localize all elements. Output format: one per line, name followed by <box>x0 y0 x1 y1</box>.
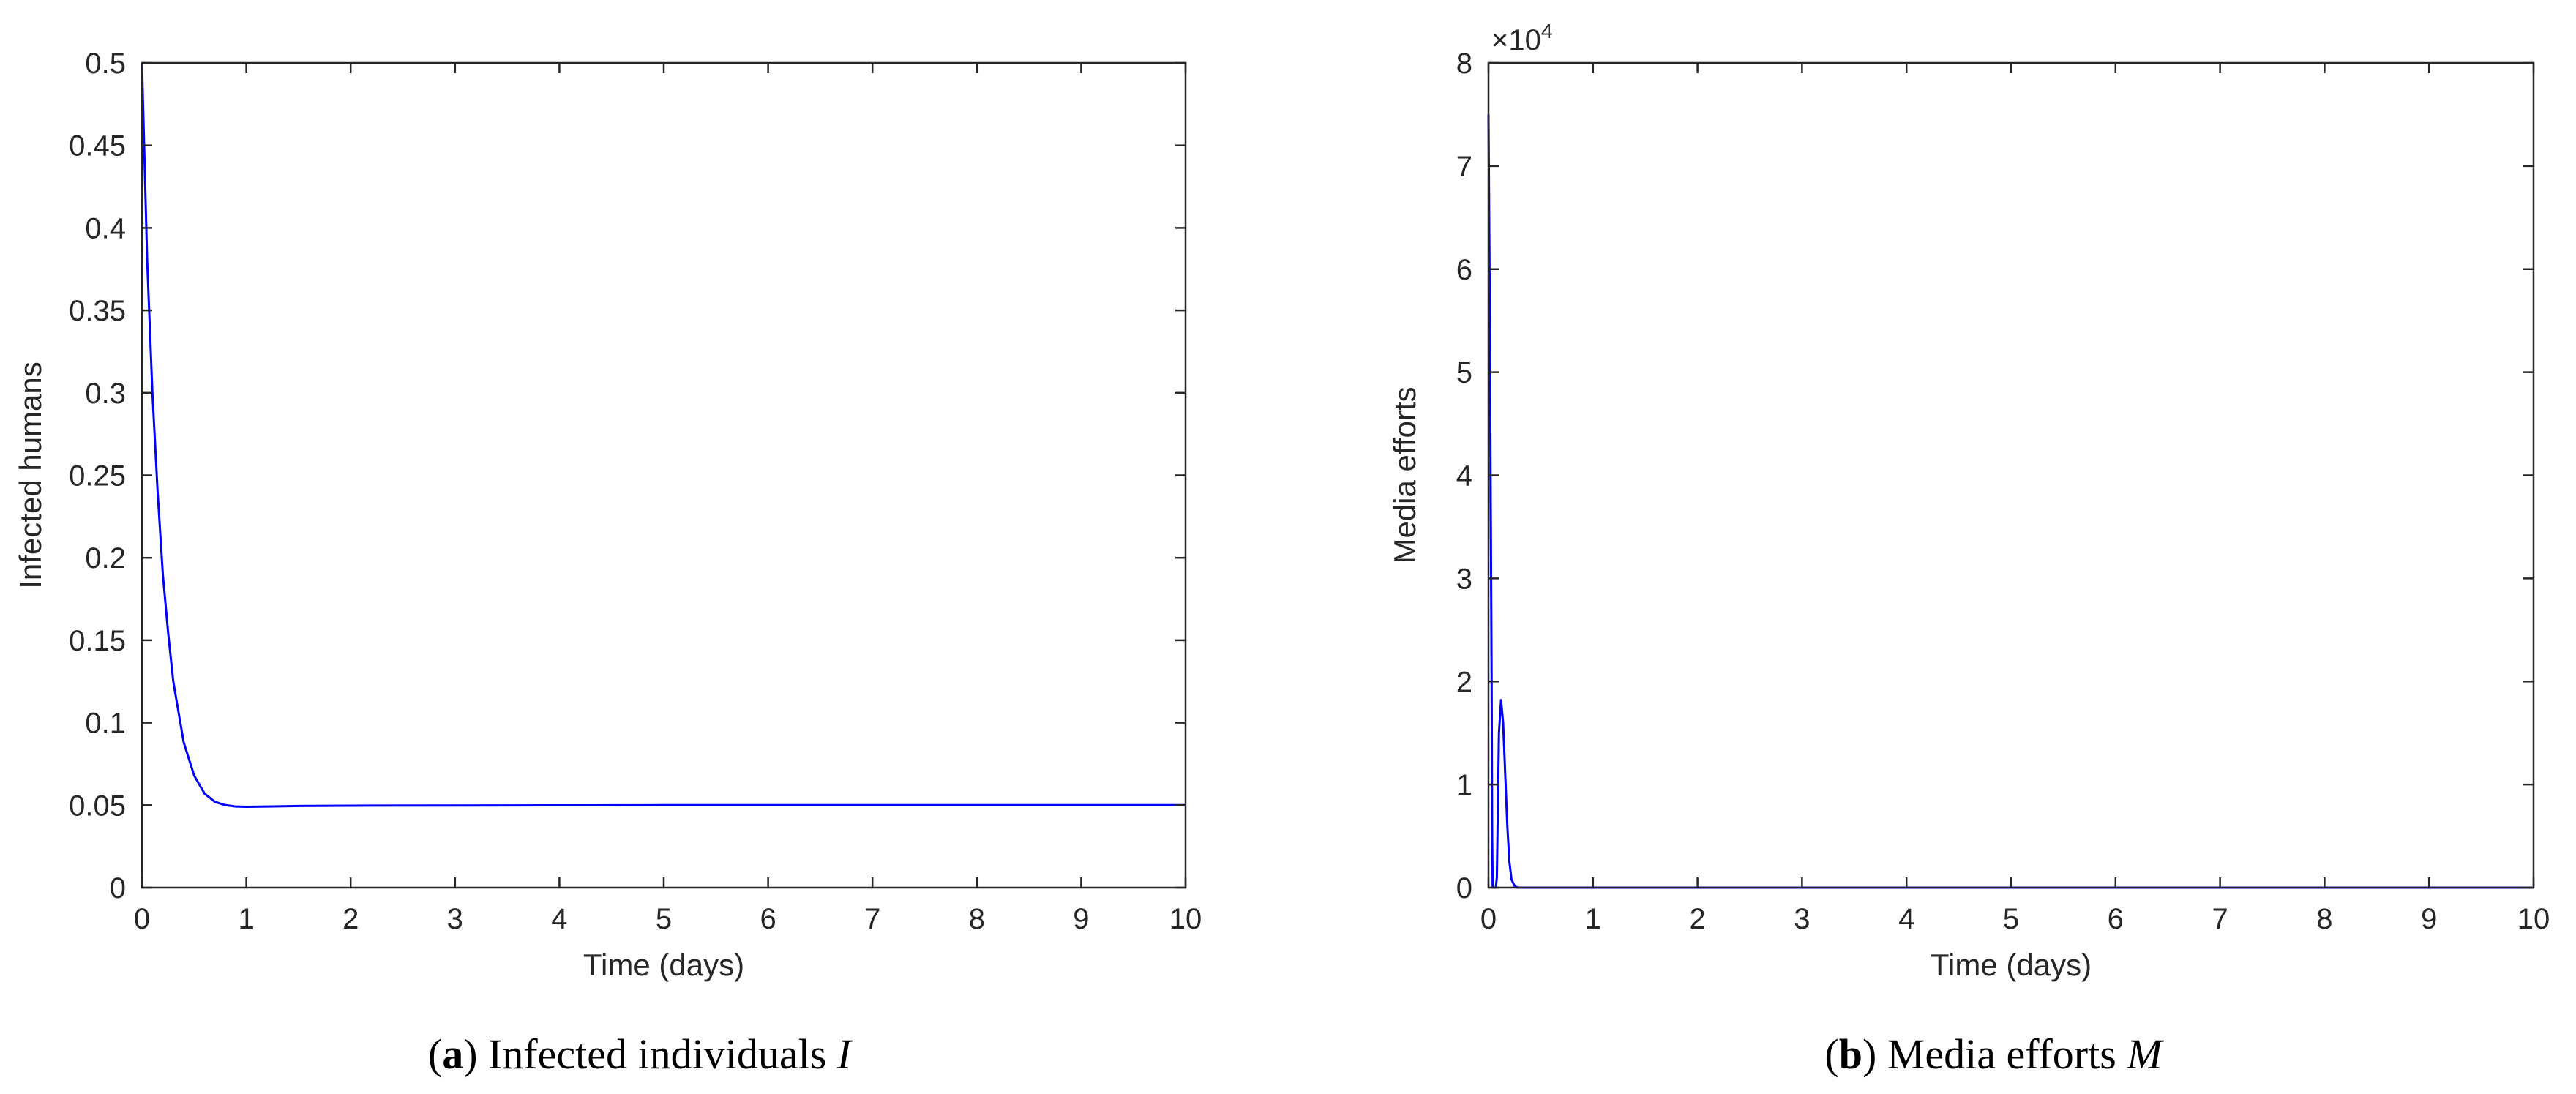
panel-a-infected: 0 1 2 3 4 5 6 7 8 9 10 0 0.05 0.1 0.15 0.2 0.25 0.3 0.35 0.… <box>13 48 1202 1078</box>
y-tick-label: 0.05 <box>69 790 126 822</box>
y-tick-label: 8 <box>1456 48 1472 80</box>
panel-b-caption-var: M <box>2126 1030 2164 1078</box>
panel-a-caption-close-paren: ) <box>463 1030 488 1078</box>
y-tick-label: 0 <box>110 872 126 904</box>
panel-a-caption-space <box>826 1030 837 1078</box>
x-tick-label: 1 <box>1585 903 1601 935</box>
panel-b-caption-letter: b <box>1839 1030 1862 1078</box>
panel-b-caption-close-paren: ) <box>1862 1030 1887 1078</box>
series-line <box>1487 114 2534 889</box>
x-tick-label: 5 <box>656 903 672 935</box>
panel-b-caption: (b) Media efforts M <box>1824 1030 2164 1078</box>
y-tick-label: 0.2 <box>85 542 126 574</box>
x-tick-label: 8 <box>2316 903 2332 935</box>
panel-b-caption-open-paren: ( <box>1824 1030 1838 1078</box>
panel-a-caption-var: I <box>836 1030 853 1078</box>
x-tick-label: 0 <box>1480 903 1497 935</box>
panel-b-caption-text: Media efforts <box>1887 1030 2116 1078</box>
y-tick-label: 0.1 <box>85 708 126 740</box>
panel-b-caption-space <box>2116 1030 2127 1078</box>
panel-b-exponent-base: ×10 <box>1491 24 1541 56</box>
panel-b-exponent-label: ×104 <box>1491 20 1552 56</box>
series-line <box>141 62 1186 809</box>
x-tick-label: 3 <box>447 903 463 935</box>
y-tick-label: 6 <box>1456 254 1472 286</box>
x-tick-label: 7 <box>2212 903 2228 935</box>
y-tick-label: 3 <box>1456 563 1472 595</box>
y-tick-label: 0.5 <box>85 48 126 80</box>
y-tick-label: 5 <box>1456 357 1472 389</box>
y-tick-label: 0.35 <box>69 295 126 327</box>
panel-a-caption-open-paren: ( <box>428 1030 442 1078</box>
x-tick-label: 4 <box>1898 903 1914 935</box>
panel-a-x-axis-label: Time (days) <box>583 948 744 982</box>
panel-a-axes-frame <box>141 61 1187 889</box>
y-tick-label: 0 <box>1456 872 1472 904</box>
x-tick-label: 6 <box>2108 903 2124 935</box>
panel-a-y-axis-label: Infected humans <box>13 361 48 589</box>
panel-a-line-group <box>141 62 1186 809</box>
x-tick-label: 3 <box>1794 903 1810 935</box>
panel-b-exponent-power: 4 <box>1541 20 1553 42</box>
x-tick-label: 10 <box>2517 903 2550 935</box>
panel-b-ticks: 0 1 2 3 4 5 6 7 8 9 10 0 1 2 3 4 5 6 7 8 <box>1456 48 2550 935</box>
x-tick-label: 6 <box>760 903 776 935</box>
x-tick-label: 2 <box>342 903 359 935</box>
x-tick-label: 7 <box>864 903 880 935</box>
x-tick-label: 4 <box>551 903 567 935</box>
y-tick-label: 1 <box>1456 769 1472 801</box>
panel-a-caption-text: Infected individuals <box>488 1030 826 1078</box>
y-tick-label: 0.4 <box>85 212 126 244</box>
y-tick-label: 4 <box>1456 460 1472 492</box>
panel-b-line-group <box>1487 114 2534 889</box>
x-tick-label: 2 <box>1689 903 1705 935</box>
panel-b-axes-frame <box>1487 61 2535 889</box>
panel-a-caption: (a) Infected individuals I <box>428 1030 853 1078</box>
y-tick-label: 2 <box>1456 666 1472 698</box>
y-tick-label: 0.45 <box>69 130 126 162</box>
x-tick-label: 8 <box>969 903 985 935</box>
x-tick-label: 0 <box>134 903 150 935</box>
x-tick-label: 10 <box>1169 903 1202 935</box>
panel-a-caption-letter: a <box>442 1030 463 1078</box>
y-tick-label: 0.25 <box>69 460 126 492</box>
y-tick-label: 0.3 <box>85 378 126 410</box>
panel-a-ticks: 0 1 2 3 4 5 6 7 8 9 10 0 0.05 0.1 0.15 0.2 0.25 0.3 0.35 0.… <box>69 48 1202 935</box>
x-tick-label: 9 <box>1073 903 1089 935</box>
panel-b-y-axis-label: Media efforts <box>1388 386 1422 563</box>
x-tick-label: 1 <box>238 903 254 935</box>
x-tick-label: 5 <box>2003 903 2019 935</box>
panel-b-x-axis-label: Time (days) <box>1931 948 2092 982</box>
x-tick-label: 9 <box>2421 903 2437 935</box>
y-tick-label: 7 <box>1456 151 1472 183</box>
y-tick-label: 0.15 <box>69 625 126 657</box>
